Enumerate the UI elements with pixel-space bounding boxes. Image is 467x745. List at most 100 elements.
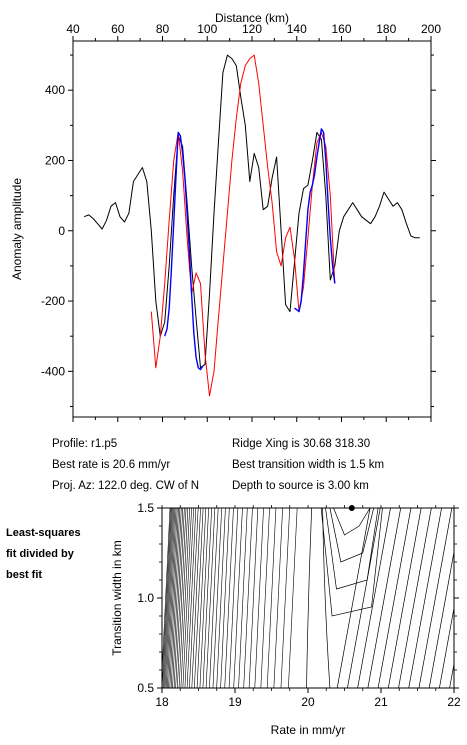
contour-line	[184, 508, 194, 688]
profile-y-tick-label: -200	[41, 294, 65, 308]
profile-x-tick-label: 180	[376, 22, 396, 36]
contour-line	[273, 508, 283, 688]
contour-lines	[162, 508, 467, 688]
contour-line	[202, 508, 212, 688]
contour-line	[163, 508, 174, 688]
contour-chart: 18 19 20 21 22 0.5 1.0 1.5 Rate in mm/yr Transi…	[110, 501, 467, 737]
info-depth: Depth to source is 3.00 km	[232, 480, 369, 492]
contour-line	[387, 508, 422, 688]
contour-line	[336, 508, 371, 688]
profile-y-tick-label: 200	[45, 153, 65, 167]
contour-line	[418, 508, 453, 688]
contour-line	[182, 508, 192, 688]
contour-y-tick-label: 1.5	[137, 501, 154, 515]
contour-x-tick-label: 22	[447, 695, 461, 709]
contour-line	[180, 508, 190, 688]
profile-x-tick-label: 80	[156, 22, 170, 36]
profile-y-tick-label: 400	[45, 83, 65, 97]
profile-x-tick-label: 100	[197, 22, 217, 36]
info-best-rate: Best rate is 20.6 mm/yr	[52, 459, 170, 471]
profile-chart: Distance (km) Anomaly amplitude 40 60 80 10…	[10, 11, 441, 422]
profile-x-tick-label: 40	[66, 22, 80, 36]
contour-line	[209, 508, 219, 688]
contour-line	[243, 508, 253, 688]
contour-line	[347, 508, 381, 688]
info-ridge-xing: Ridge Xing is 30.68 318.30	[232, 438, 370, 450]
profile-ticks: 40 60 80 100 120 140 160 180 200 -400 -200 0 200 400	[41, 22, 441, 422]
contour-line	[162, 508, 173, 688]
contour-line	[164, 508, 175, 688]
contour-line	[169, 508, 179, 688]
contour-line	[224, 508, 234, 688]
profile-x-tick-label: 200	[421, 22, 441, 36]
contour-line	[212, 508, 223, 688]
contour-line	[460, 508, 467, 688]
contour-line	[357, 508, 391, 688]
contour-line	[165, 508, 176, 688]
contour-line	[191, 508, 201, 688]
contour-x-tick-label: 20	[301, 695, 315, 709]
contour-legend: Least-squares fit divided by best fit	[6, 527, 81, 581]
contour-line	[228, 508, 239, 688]
contour-line	[333, 508, 371, 536]
contour-line	[178, 508, 189, 688]
contour-line	[254, 508, 264, 688]
contour-y-axis-label: Transition width in km	[110, 540, 124, 656]
profile-x-tick-label: 160	[331, 22, 351, 36]
contour-line	[172, 508, 182, 688]
contour-line	[288, 508, 298, 688]
contour-line	[233, 508, 243, 688]
contour-line	[428, 550, 454, 688]
legend-line-3: best fit	[6, 569, 42, 581]
contour-line	[167, 508, 177, 688]
contour-x-tick-label: 19	[228, 695, 242, 709]
contour-line	[162, 508, 171, 680]
contour-line	[260, 508, 270, 688]
contour-line	[377, 508, 412, 688]
contour-line	[367, 508, 402, 688]
contour-line	[325, 508, 379, 590]
contour-line	[238, 508, 248, 688]
profile-y-tick-label: -400	[41, 364, 65, 378]
contour-line	[194, 508, 204, 688]
contour-line	[216, 508, 226, 688]
contour-line	[176, 508, 187, 688]
profile-series	[84, 54, 420, 397]
fitted-segment-line	[164, 128, 336, 371]
contour-line	[162, 508, 172, 688]
profile-y-tick-label: 0	[58, 224, 65, 238]
contour-line	[175, 508, 185, 688]
contour-line	[186, 508, 197, 688]
contour-line	[199, 508, 209, 688]
contour-line	[189, 508, 199, 688]
info-block: Profile: r1.p5 Ridge Xing is 30.68 318.3…	[52, 438, 384, 492]
profile-x-tick-label: 140	[287, 22, 307, 36]
contour-y-tick-label: 0.5	[137, 681, 154, 695]
contour-line	[173, 508, 184, 688]
best-fit-marker	[348, 505, 355, 511]
contour-line	[266, 508, 277, 688]
legend-line-2: fit divided by	[6, 548, 75, 560]
profile-plot-frame	[72, 40, 432, 418]
contour-y-tick-label: 1.0	[137, 591, 154, 605]
contour-line	[220, 508, 230, 688]
contour-line	[439, 606, 454, 688]
info-profile: Profile: r1.p5	[52, 438, 117, 450]
contour-line	[280, 508, 290, 688]
contour-x-tick-label: 18	[155, 695, 169, 709]
contour-x-tick-label: 21	[374, 695, 388, 709]
observed-profile-line	[84, 54, 420, 369]
contour-plot-frame	[161, 507, 455, 689]
legend-line-1: Least-squares	[6, 527, 81, 539]
info-proj-az: Proj. Az: 122.0 deg. CW of N	[52, 480, 199, 492]
contour-line	[196, 508, 207, 688]
contour-line	[306, 508, 312, 688]
contour-line	[329, 508, 375, 563]
model-profile-line	[150, 54, 336, 397]
contour-line	[408, 508, 442, 688]
contour-x-axis-label: Rate in mm/yr	[271, 723, 346, 737]
contour-line	[170, 508, 181, 688]
contour-line	[248, 508, 259, 688]
contour-line	[320, 508, 383, 617]
